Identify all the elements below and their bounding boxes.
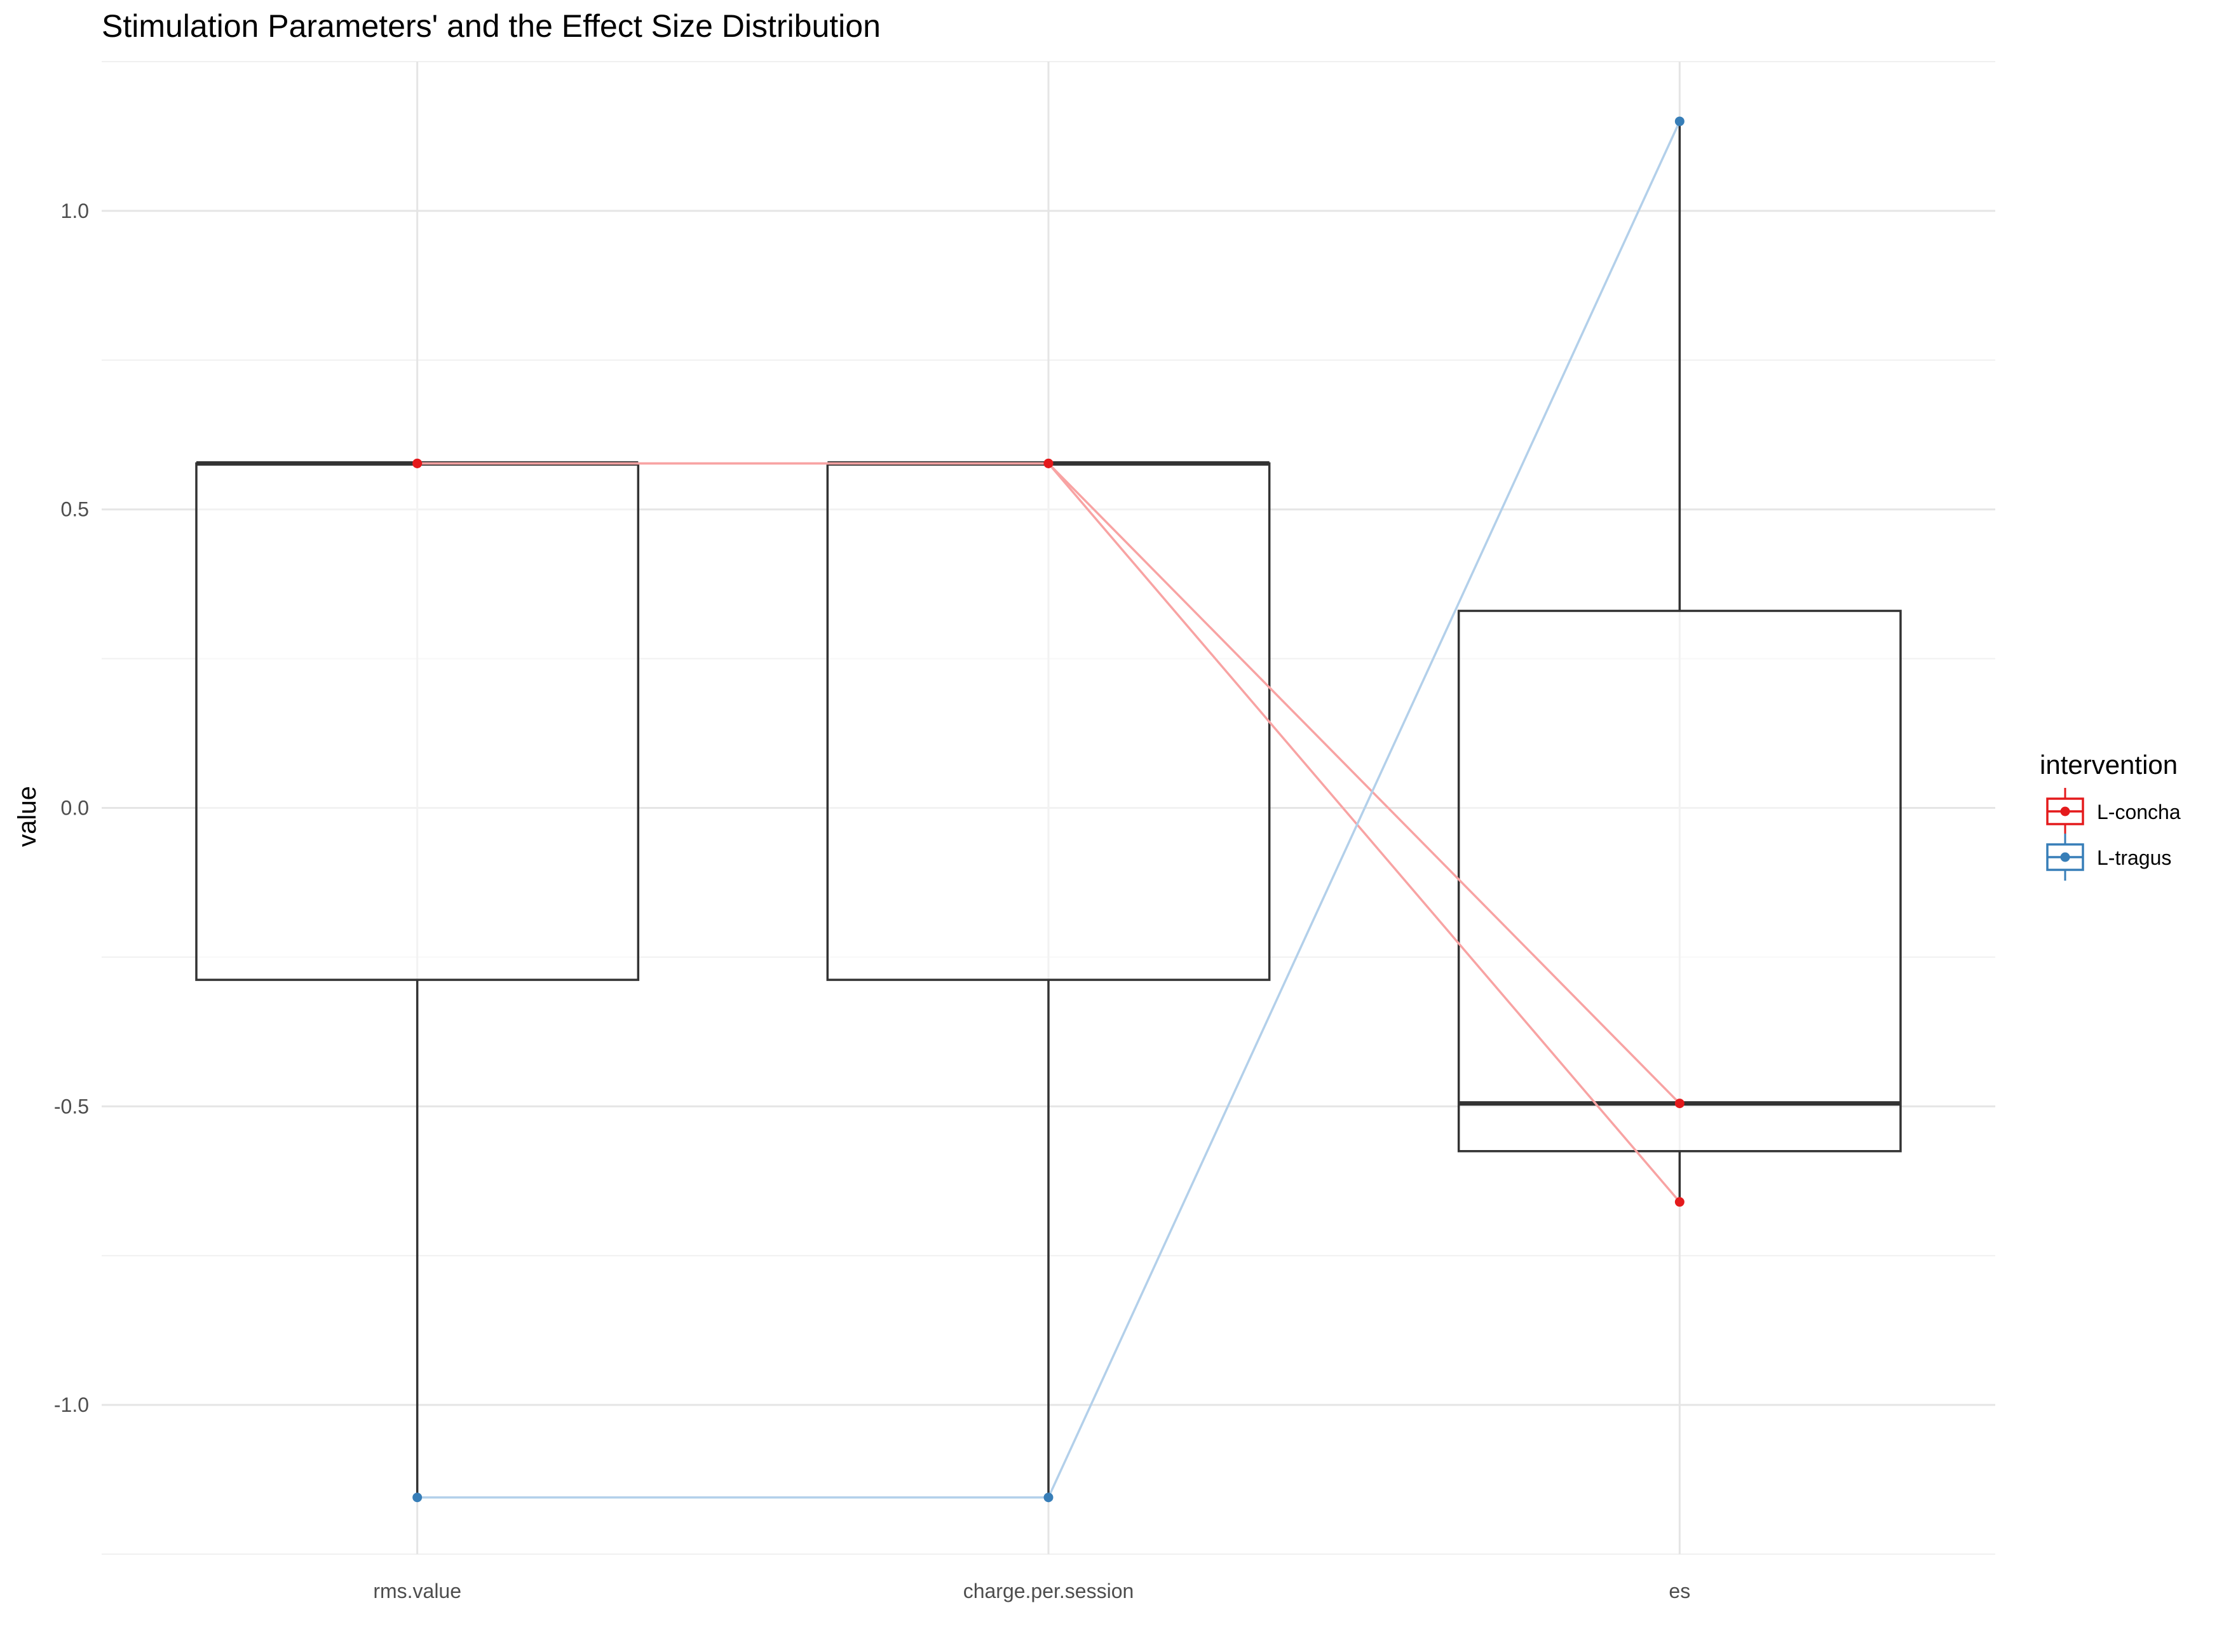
data-point-L-concha	[1043, 458, 1054, 468]
legend-title: intervention	[2040, 750, 2178, 780]
data-point-L-tragus	[1043, 1493, 1054, 1503]
y-tick-label: -1.0	[54, 1393, 89, 1416]
box	[826, 462, 1271, 981]
box	[195, 462, 640, 981]
data-point-L-tragus	[412, 1493, 423, 1503]
legend-key-point	[2060, 806, 2070, 816]
y-tick-label: 0.0	[61, 797, 89, 820]
x-tick-label: charge.per.session	[963, 1580, 1134, 1602]
y-tick-label: -0.5	[54, 1095, 89, 1118]
x-tick-label: es	[1669, 1580, 1690, 1602]
legend-label: L-concha	[2097, 801, 2181, 823]
x-axis-ticks: rms.value charge.per.session es	[373, 1580, 1690, 1602]
data-point-L-concha	[1674, 1197, 1685, 1207]
data-point-L-concha	[1674, 1099, 1685, 1109]
data-point-L-tragus	[1674, 116, 1685, 126]
legend-key-point	[2060, 852, 2070, 862]
legend-item-L-tragus: L-tragus	[2046, 834, 2171, 881]
boxplots	[195, 121, 1902, 1498]
y-tick-label: 1.0	[61, 200, 89, 222]
boxplot-es	[1457, 121, 1902, 1202]
legend: intervention L-concha L-tragus	[2040, 750, 2181, 881]
boxplot-charge.per.session	[826, 461, 1271, 1498]
x-tick-label: rms.value	[373, 1580, 461, 1602]
legend-item-L-concha: L-concha	[2046, 788, 2181, 835]
y-tick-label: 0.5	[61, 498, 89, 521]
chart-title: Stimulation Parameters' and the Effect S…	[102, 8, 881, 44]
legend-label: L-tragus	[2097, 846, 2171, 869]
box	[1457, 609, 1902, 1153]
boxplot-rms.value	[195, 461, 640, 1498]
data-point-L-concha	[412, 458, 423, 468]
series-points	[412, 116, 1685, 1503]
y-axis-title: value	[13, 786, 41, 847]
y-axis-ticks: -1.0 -0.5 0.0 0.5 1.0	[54, 200, 89, 1416]
